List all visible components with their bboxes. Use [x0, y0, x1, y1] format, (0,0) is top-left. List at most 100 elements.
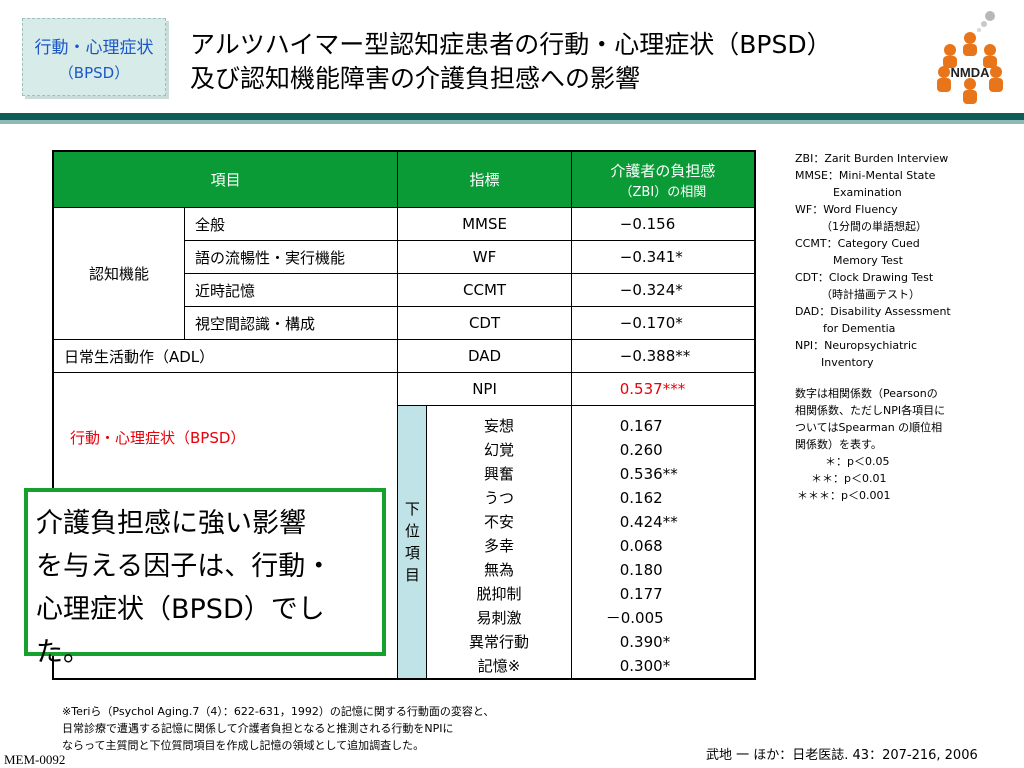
npi-index: NPI — [397, 372, 572, 406]
footnote-line: ※Teriら（Psychol Aging.7（4）：622-631，1992）の… — [62, 705, 495, 718]
row-index: CCMT — [397, 273, 572, 307]
header-divider-light — [0, 120, 1024, 124]
slide-code: MEM-0092 — [4, 752, 66, 767]
slide-title-line2: 及び認知機能障害の介護負担感への影響 — [190, 64, 641, 93]
row-item: 語の流暢性・実行機能 — [184, 240, 399, 274]
note-line: （1分間の単語想起） — [821, 220, 927, 233]
callout-line2: を与える因子は、行動・ — [36, 551, 333, 582]
row-item: 視空間認識・構成 — [184, 306, 399, 340]
subitem-label-char: 目 — [404, 566, 420, 584]
subitem-name: 興奮 — [484, 465, 515, 483]
row-item: 全般 — [184, 207, 399, 241]
subitem-values-cell: 0.167 0.260 0.536** 0.162 0.424** 0.068 … — [570, 405, 756, 680]
table-row: 視空間認識・構成 CDT −0.170* — [53, 306, 756, 340]
row-value: −0.341* — [570, 240, 756, 274]
note-line: MMSE：Mini-Mental State — [795, 169, 936, 182]
callout-line1: 介護負担感に強い影響 — [36, 508, 306, 539]
subitem-name: 無為 — [484, 561, 515, 579]
citation: 武地 一 ほか：日老医誌. 43：207-216, 2006 — [706, 748, 978, 763]
subitem-name: 不安 — [484, 513, 515, 531]
slide-title: アルツハイマー型認知症患者の行動・心理症状（BPSD） 及び認知機能障害の介護負… — [190, 28, 880, 96]
callout-line3: 心理症状（BPSD）でした。 — [36, 594, 325, 668]
note-line: Inventory — [821, 356, 874, 369]
adl-label: 日常生活動作（ADL） — [52, 339, 399, 373]
subitem-name: 幻覚 — [484, 441, 515, 459]
note-line: for Dementia — [823, 322, 896, 335]
table-row: 近時記憶 CCMT −0.324* — [53, 273, 756, 307]
note-line: （時計描画テスト） — [821, 288, 920, 301]
subitem-label-char: 項 — [404, 544, 420, 562]
header-burden: 介護者の負担感 （ZBI）の相関 — [570, 150, 756, 208]
subitem-names-cell: 下 位 項 目 妄想 幻覚 興奮 うつ 不安 多幸 無為 脱抑制 易刺激 異常行… — [397, 405, 572, 680]
subitem-name: 多幸 — [484, 537, 515, 555]
npi-value: 0.537*** — [570, 372, 756, 406]
subitem-label-char: 位 — [404, 522, 420, 540]
row-value: −0.170* — [570, 306, 756, 340]
row-index: MMSE — [397, 207, 572, 241]
subitem-values: 0.167 0.260 0.536** 0.162 0.424** 0.068 … — [572, 406, 754, 678]
note-line: DAD：Disability Assessment — [795, 305, 951, 318]
subitem-label: 下 位 項 目 — [398, 406, 428, 678]
subitem-value: 0.424** — [619, 513, 678, 531]
subitem-name: 易刺激 — [476, 609, 522, 627]
nmda-logo-icon: NMDA — [937, 11, 1003, 104]
adl-value: −0.388** — [570, 339, 756, 373]
footnote: ※Teriら（Psychol Aging.7（4）：622-631，1992）の… — [62, 703, 582, 754]
nmda-logo: NMDA — [930, 10, 1010, 106]
subitem-value: 0.177 — [619, 585, 663, 603]
cognitive-group-label: 認知機能 — [52, 207, 186, 340]
subitem-value: 0.300* — [619, 657, 671, 675]
nmda-logo-text: NMDA — [951, 65, 991, 80]
subitem-value: 0.167 — [619, 417, 663, 435]
slide-title-line1: アルツハイマー型認知症患者の行動・心理症状（BPSD） — [190, 30, 832, 59]
table-header-row: 項目 指標 介護者の負担感 （ZBI）の相関 — [52, 150, 756, 208]
abbreviation-notes: ZBI：Zarit Burden Interview MMSE：Mini-Men… — [795, 150, 995, 504]
note-line: CDT：Clock Drawing Test — [795, 271, 934, 284]
subitem-value: 0.536** — [619, 465, 678, 483]
desc-line: 相関係数、ただしNPI各項目に — [795, 404, 946, 417]
table-row: 語の流暢性・実行機能 WF −0.341* — [53, 240, 756, 274]
note-line: Memory Test — [833, 254, 903, 267]
footnote-line: 日常診療で遭遇する記憶に関係して介護者負担となると推測される行動をNPIに — [62, 722, 454, 735]
subitem-name: 脱抑制 — [476, 585, 522, 603]
header-divider — [0, 113, 1024, 120]
subitem-name: うつ — [484, 489, 515, 507]
adl-index: DAD — [397, 339, 572, 373]
table-row-npi: 行動・心理症状（BPSD） NPI 0.537*** — [52, 372, 756, 680]
subitem-value: 0.260 — [619, 441, 663, 459]
note-line: WF：Word Fluency — [795, 203, 898, 216]
subitem-value: －0.005 — [605, 609, 664, 627]
subitem-name: 妄想 — [484, 417, 515, 435]
subitem-value: 0.390* — [619, 633, 671, 651]
sig-line: ＊＊：p＜0.01 — [811, 472, 887, 485]
conclusion-callout: 介護負担感に強い影響 を与える因子は、行動・ 心理症状（BPSD）でした。 — [24, 488, 386, 668]
subitem-label-char: 下 — [404, 500, 420, 518]
subitem-value: 0.180 — [619, 561, 663, 579]
row-value: −0.324* — [570, 273, 756, 307]
note-line: CCMT：Category Cued — [795, 237, 920, 250]
subitem-name: 異常行動 — [469, 633, 530, 651]
table-row-adl: 日常生活動作（ADL） DAD −0.388** — [52, 339, 756, 373]
row-item: 近時記憶 — [184, 273, 399, 307]
note-line: ZBI：Zarit Burden Interview — [795, 152, 949, 165]
desc-line: 数字は相関係数（Pearsonの — [795, 387, 938, 400]
header-burden-line1: 介護者の負担感 — [610, 161, 716, 180]
header-item: 項目 — [52, 150, 399, 208]
desc-line: ついてはSpearman の順位相 — [795, 421, 943, 434]
row-index: WF — [397, 240, 572, 274]
table-row-subitems: 下 位 項 目 妄想 幻覚 興奮 うつ 不安 多幸 無為 脱抑制 易刺激 異常行… — [53, 405, 756, 680]
topic-label-line1: 行動・心理症状 — [34, 38, 154, 58]
footnote-line: ならって主質問と下位質問項目を作成し記憶の領域として追加調査した。 — [62, 739, 425, 752]
note-line: NPI：Neuropsychiatric — [795, 339, 918, 352]
subitem-name: 記憶※ — [477, 657, 521, 675]
subitem-value: 0.068 — [619, 537, 663, 555]
header-index: 指標 — [397, 150, 572, 208]
subitem-names: 妄想 幻覚 興奮 うつ 不安 多幸 無為 脱抑制 易刺激 異常行動 記憶※ — [427, 406, 570, 678]
note-line: Examination — [833, 186, 902, 199]
table-row: 認知機能 全般 MMSE −0.156 — [52, 207, 756, 340]
header-burden-line2: （ZBI）の相関 — [619, 184, 707, 200]
topic-label: 行動・心理症状 （BPSD） — [22, 18, 166, 96]
sig-line: ＊＊＊：p＜0.001 — [797, 489, 891, 502]
row-value: −0.156 — [570, 207, 756, 241]
row-index: CDT — [397, 306, 572, 340]
